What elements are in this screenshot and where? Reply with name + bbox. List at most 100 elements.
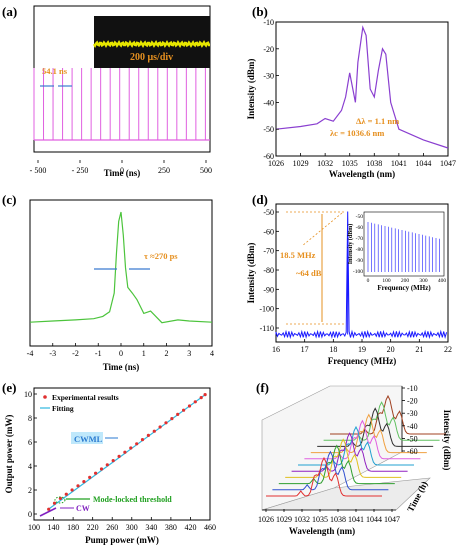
panel-b-x-tick-label: 1038 — [366, 159, 382, 168]
panel-e-point — [82, 480, 86, 484]
panel-a-inset-envelope — [92, 40, 211, 48]
panel-a-x-tick-label: - 500 — [30, 166, 47, 175]
panel-e-point — [117, 454, 121, 458]
panel-f-z-tick-label: -50 — [407, 434, 418, 443]
panel-a-x-tick-label: 500 — [200, 166, 212, 175]
panel-d-inset-x-tick: 400 — [438, 278, 447, 284]
panel-d-x-tick-label: 17 — [301, 345, 309, 354]
panel-c-frame — [29, 199, 213, 347]
panel-d-yticks: -50 -60 -70 -80 -90 -100 -110 — [259, 208, 279, 333]
panel-e-point — [70, 488, 74, 492]
panel-f-z-tick-label: -40 — [407, 422, 418, 431]
panel-b-x-tick-label: 1041 — [391, 159, 407, 168]
panel-b-frame — [275, 21, 449, 157]
panel-f-z-tick-label: -10 — [407, 384, 418, 393]
panel-d-x-tick-label: 16 — [272, 345, 280, 354]
panel-c-x-tick-label: 4 — [210, 349, 214, 358]
panel-e-point — [88, 475, 92, 479]
panel-a-spacing: 54.1 ns — [42, 66, 68, 76]
panel-e-point — [129, 446, 133, 450]
panel-a-pulse-train — [33, 68, 210, 141]
panel-e-legend-2: Fitting — [52, 404, 74, 413]
panel-d-inset-x-tick: 0 — [367, 278, 370, 284]
panel-e-point — [158, 425, 162, 429]
panel-c-x-tick-label: -3 — [49, 349, 56, 358]
panel-e-x-tick-label: 300 — [126, 523, 138, 532]
panel-f-x-tick-label: 1047 — [384, 515, 400, 524]
panel-f-x-tick-label: 1026 — [258, 515, 274, 524]
panel-d-inset-x-tick: 200 — [401, 278, 410, 284]
panel-e-cw-line — [39, 507, 57, 517]
panel-b-x-tick-label: 1032 — [317, 159, 333, 168]
panel-b-xticks: 1026 1029 1032 1035 1038 1041 1044 1047 — [268, 153, 456, 168]
panel-e-y-tick-label: 10 — [24, 390, 32, 399]
panel-b-center: λc = 1036.6 nm — [330, 128, 384, 138]
panel-b-x-tick-label: 1035 — [342, 159, 358, 168]
panel-d-x-tick-label: 22 — [444, 345, 452, 354]
panel-d-y-tick-label: -50 — [263, 208, 274, 217]
panel-b-y-tick-label: -40 — [263, 98, 274, 107]
panel-e-point — [199, 396, 203, 400]
panel-d-freq-pointer — [301, 212, 343, 247]
panel-e-point — [164, 421, 168, 425]
panel-f-trace — [266, 456, 382, 497]
panel-a-x-tick-label: 250 — [158, 166, 170, 175]
panel-d-inset-y-tick: -70 — [356, 236, 364, 242]
panel-b-x-tick-label: 1029 — [293, 159, 309, 168]
panel-b-xlabel: Wavelength (nm) — [329, 169, 395, 179]
panel-e-yticks: 0 2 4 6 8 10 — [24, 390, 37, 519]
panel-e-x-tick-label: 220 — [87, 523, 99, 532]
panel-e-xticks: 100 140 180 220 260 300 340 380 420 460 — [28, 517, 216, 532]
panel-e-point — [52, 501, 57, 505]
panel-d-inset-y-tick: -100 — [353, 269, 363, 275]
panel-c-x-tick-label: 1 — [142, 349, 146, 358]
panel-e-x-tick-label: 180 — [67, 523, 79, 532]
panel-b-x-tick-label: 1044 — [415, 159, 431, 168]
panel-e-cwml-box — [71, 432, 103, 444]
panel-a-inset-label: 200 μs/div — [130, 52, 173, 63]
panel-f-trace — [285, 438, 402, 478]
panel-f-xlabel: Wavelength (nm) — [289, 526, 355, 536]
panel-d-xlabel: Frequency (MHz) — [328, 356, 397, 366]
panel-a-xlabel: Time (ns) — [104, 168, 141, 178]
panel-e-data-points — [47, 393, 207, 511]
panel-d-inset-y-tick: -60 — [356, 225, 364, 231]
panel-e-x-tick-label: 260 — [106, 523, 118, 532]
panel-d-inset-comb — [367, 222, 440, 272]
panel-d-inset-x-tick: 300 — [419, 278, 428, 284]
panel-d-xticks: 16 17 18 19 20 21 22 — [272, 339, 452, 354]
panel-e-point — [99, 467, 104, 471]
panel-d-inset-y-tick: -90 — [356, 258, 364, 264]
panel-d-frequency: 18.5 MHz — [280, 250, 316, 260]
panel-e-y-tick-label: 6 — [28, 438, 32, 447]
panel-c-x-tick-label: -1 — [95, 349, 102, 358]
panel-a-inset-trace — [92, 40, 211, 48]
panel-b-y-tick-label: -20 — [263, 45, 274, 54]
panel-d-inset-yticks: -50 -60 -70 -80 -90 -100 — [353, 214, 363, 275]
panel-c-x-tick-label: 2 — [165, 349, 169, 358]
panel-d-label: (d) — [252, 192, 268, 207]
panel-e-point — [152, 429, 156, 433]
panel-e-point — [187, 404, 192, 408]
panel-d-x-tick-label: 18 — [329, 345, 337, 354]
panel-b-y-tick-label: -30 — [263, 72, 274, 81]
panel-e-point — [111, 459, 115, 463]
panel-d-y-tick-label: -70 — [263, 247, 274, 256]
panel-d-x-tick-label: 20 — [387, 345, 395, 354]
panel-b-label: (b) — [252, 4, 268, 19]
panel-d-snr: ~64 dB — [296, 268, 322, 278]
panel-d-x-tick-label: 19 — [358, 345, 366, 354]
panel-d-ylabel: Intensity (dBm) — [246, 243, 256, 304]
panel-e-frame — [33, 387, 211, 521]
panel-c-x-tick-label: 3 — [187, 349, 191, 358]
panel-f-z-tick-label: -30 — [407, 409, 418, 418]
panel-b-spectrum — [275, 25, 449, 149]
panel-e-x-tick-label: 460 — [204, 523, 216, 532]
panel-d-inset-y-tick: -50 — [356, 214, 364, 220]
panel-c-xticks: -4 -3 -2 -1 0 1 2 3 4 — [27, 343, 214, 358]
panel-e-x-tick-label: 340 — [145, 523, 157, 532]
panel-d-x-tick-label: 21 — [415, 345, 423, 354]
panel-e-x-tick-label: 100 — [28, 523, 40, 532]
panel-e-label: (e) — [2, 380, 16, 395]
panel-d-y-tick-label: -80 — [263, 266, 274, 275]
